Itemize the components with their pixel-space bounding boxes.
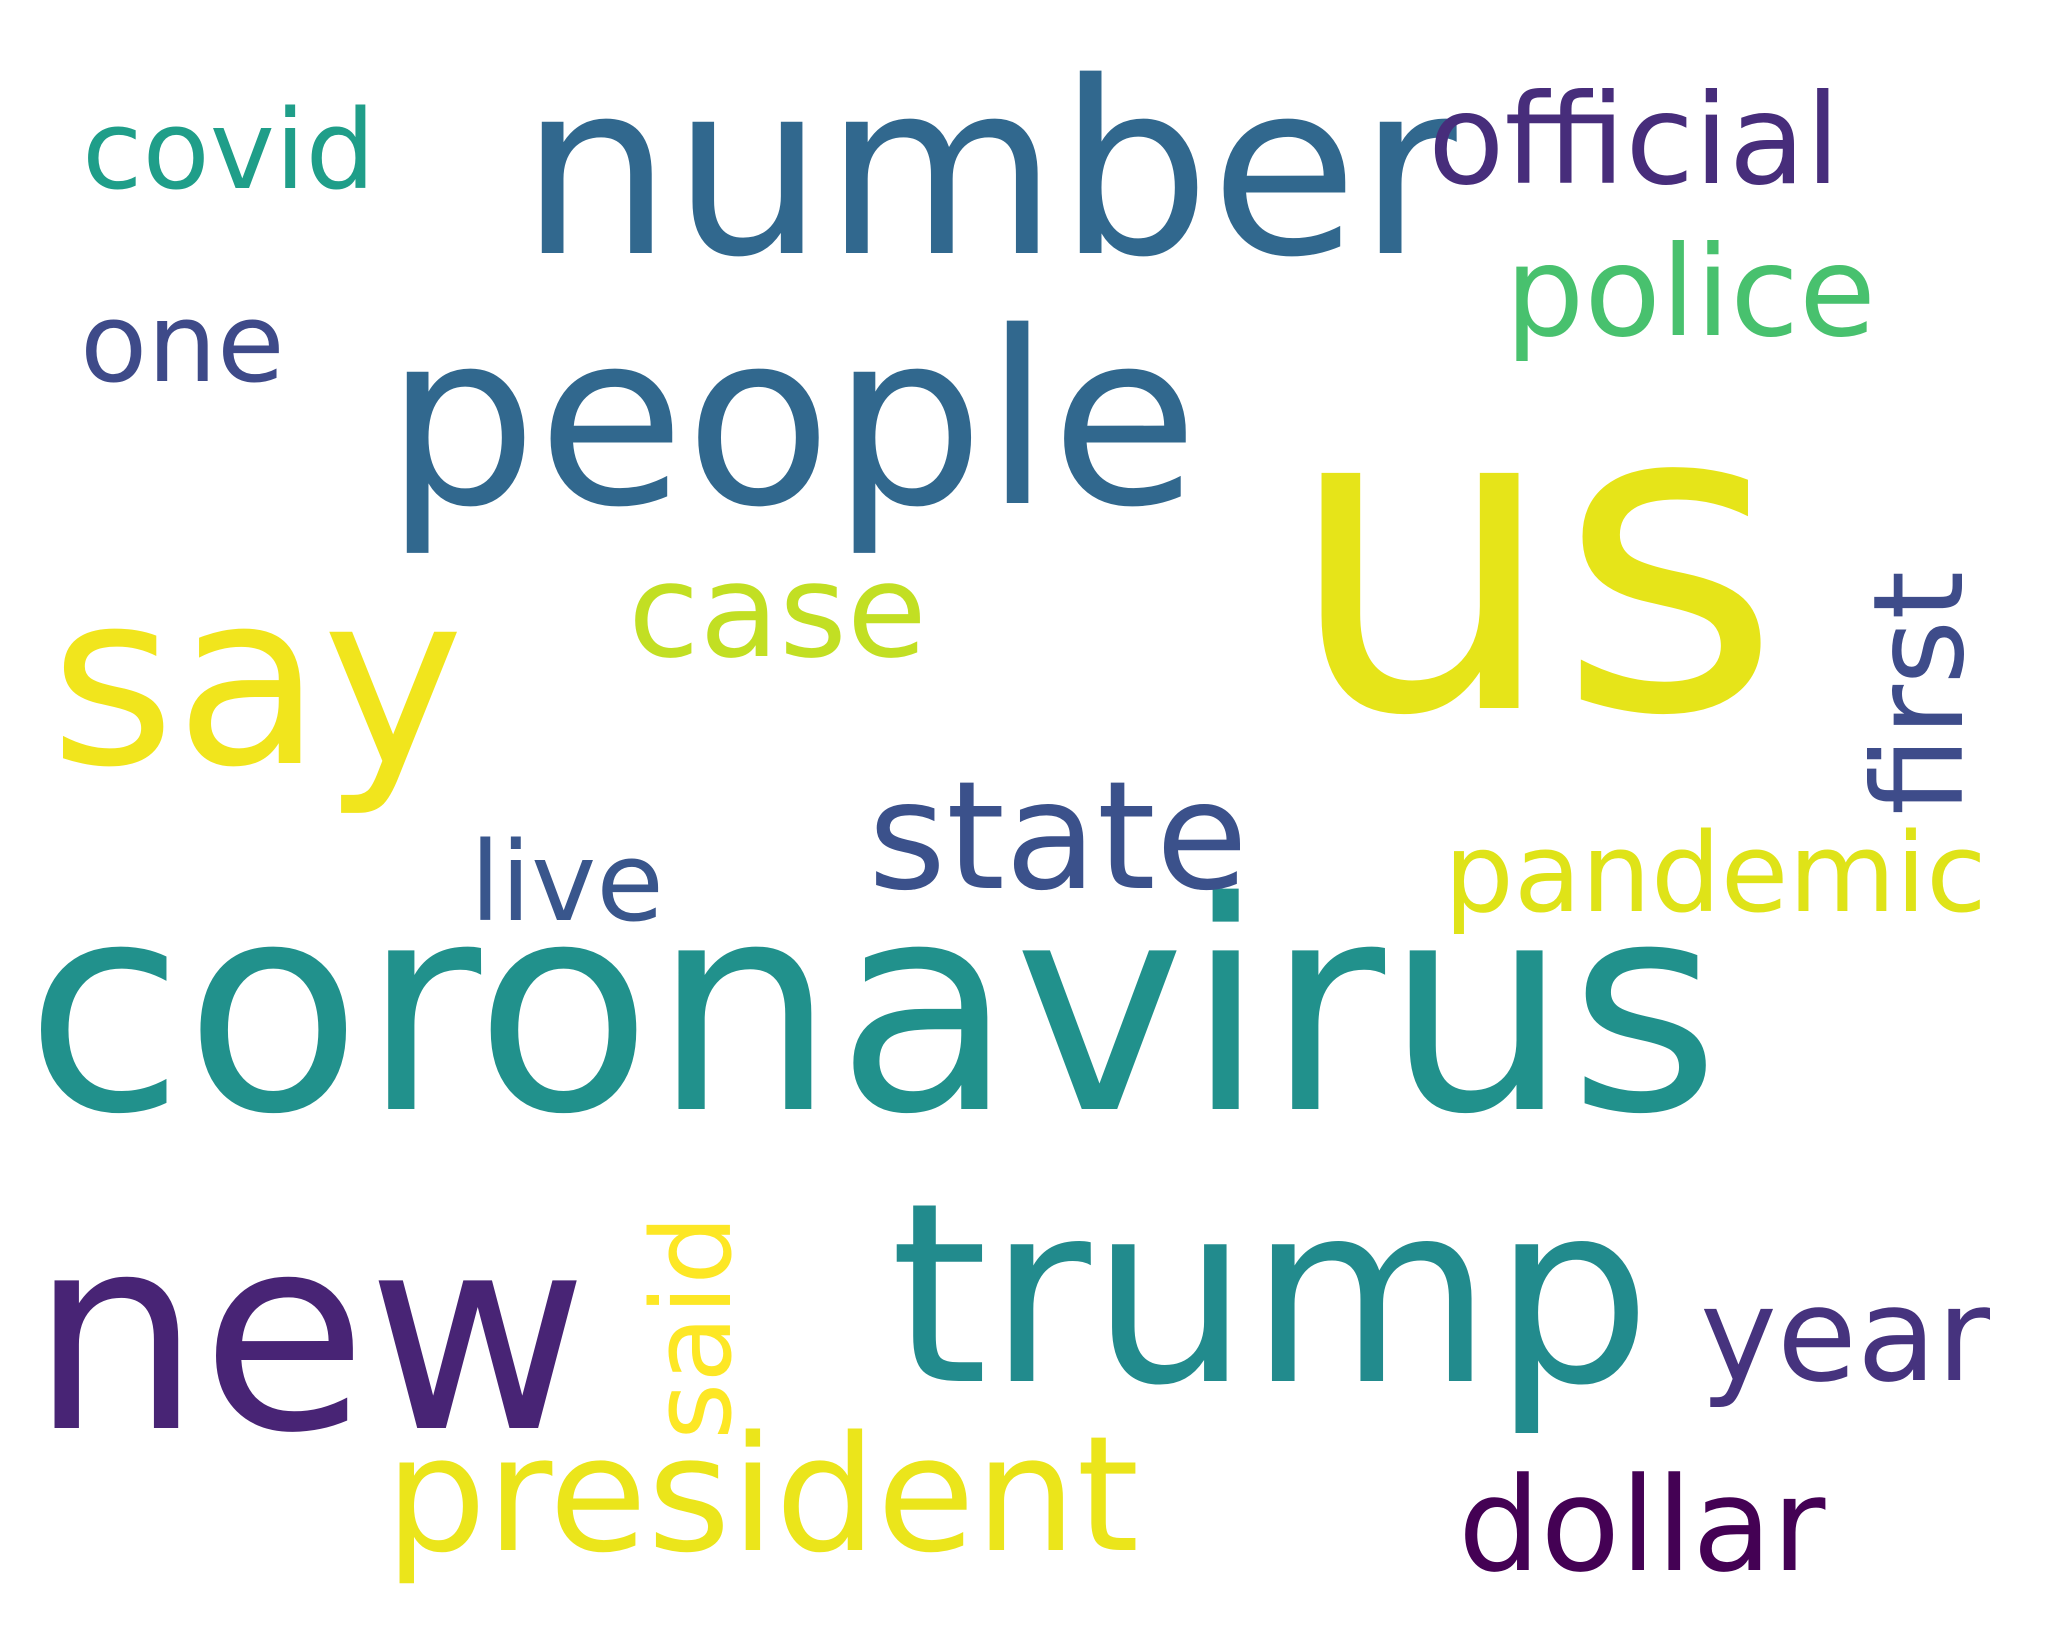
word-coronavirus: coronavirus xyxy=(25,841,1720,1178)
word-first: first xyxy=(1847,570,1992,815)
word-live: live xyxy=(470,818,664,946)
word-trump: trump xyxy=(890,1149,1652,1440)
word-state: state xyxy=(868,750,1248,924)
word-case: case xyxy=(628,535,927,687)
word-number: number xyxy=(520,30,1457,310)
word-us: us xyxy=(1285,310,1782,810)
word-official: official xyxy=(1428,68,1841,213)
word-one: one xyxy=(80,279,285,407)
word-pandemic: pandemic xyxy=(1444,809,1987,937)
word-people: people xyxy=(385,280,1199,560)
word-said: said xyxy=(628,1214,756,1440)
word-covid: covid xyxy=(82,86,376,214)
word-new: new xyxy=(30,1177,589,1492)
word-police: police xyxy=(1505,220,1876,365)
word-president: president xyxy=(385,1401,1140,1588)
word-dollar: dollar xyxy=(1458,1449,1826,1601)
word-year: year xyxy=(1700,1259,1991,1411)
word-say: say xyxy=(50,540,465,820)
